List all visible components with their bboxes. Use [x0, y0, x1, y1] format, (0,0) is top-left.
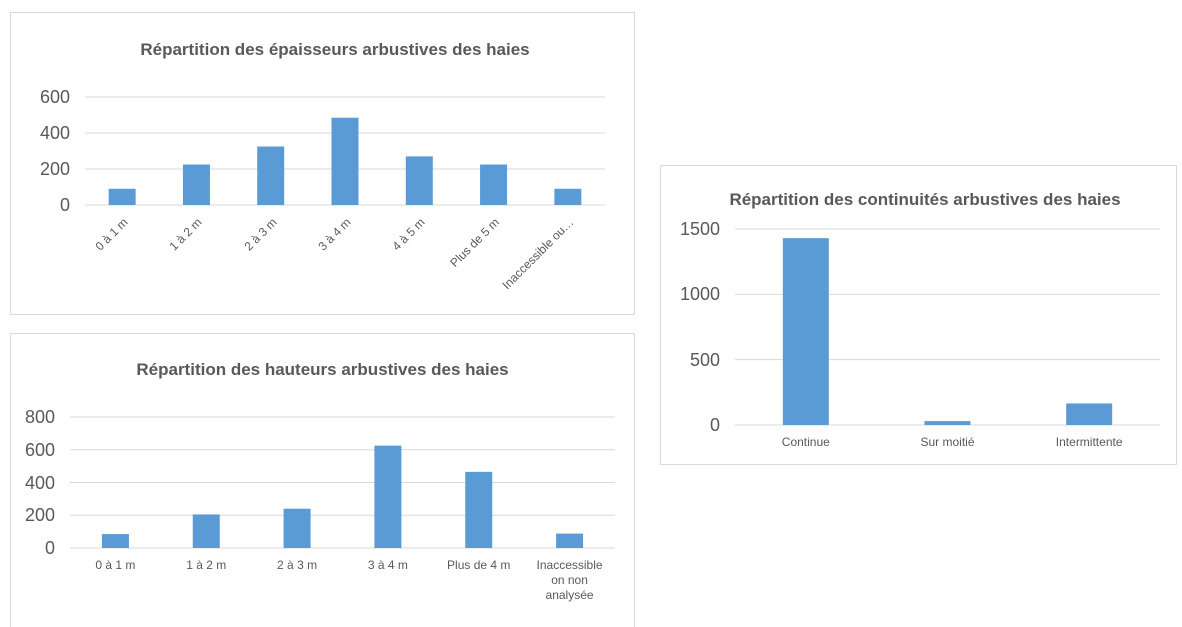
y-tick-label: 600: [39, 87, 70, 107]
chart-frame: [10, 333, 635, 627]
chart-title: Répartition des épaisseurs arbustives de…: [140, 40, 530, 59]
bar: [782, 238, 829, 425]
bar: [465, 471, 493, 548]
x-tick-label: 0 à 1 m: [95, 558, 136, 572]
chart-title: Répartition des continuités arbustives d…: [729, 190, 1121, 209]
x-tick-label: Intermittente: [1055, 435, 1123, 449]
x-tick-label: Continue: [781, 435, 830, 449]
bar: [182, 164, 210, 205]
bar: [480, 164, 508, 205]
bar: [257, 146, 285, 205]
bar: [283, 508, 311, 548]
y-tick-label: 500: [689, 349, 720, 370]
y-tick-label: 600: [24, 439, 55, 460]
bar: [101, 534, 129, 548]
x-tick-label: Plus de 4 m: [447, 558, 511, 572]
bar: [331, 117, 359, 205]
y-tick-label: 0: [44, 538, 55, 558]
x-tick-label: Sur moitié: [920, 435, 975, 449]
x-tick-label: 1 à 2 m: [186, 558, 227, 572]
y-tick-label: 400: [39, 123, 70, 143]
y-tick-label: 800: [24, 407, 55, 427]
y-tick-label: 0: [59, 195, 70, 215]
bar: [554, 188, 582, 205]
bar: [192, 514, 220, 548]
y-tick-label: 200: [24, 505, 55, 526]
x-tick-label: 3 à 4 m: [367, 558, 408, 572]
x-tick-label: 2 à 3 m: [277, 558, 318, 572]
x-tick-label: Inaccessible on non analysée: [536, 558, 603, 602]
bar: [1066, 403, 1113, 425]
y-tick-label: 200: [39, 159, 70, 179]
bar: [108, 188, 136, 205]
bar: [924, 421, 971, 425]
chart-frame: [10, 12, 635, 315]
y-tick-label: 0: [709, 415, 720, 435]
chart-title: Répartition des hauteurs arbustives des …: [136, 360, 509, 379]
y-tick-label: 400: [24, 472, 55, 493]
bar: [374, 445, 402, 548]
y-tick-label: 1000: [679, 284, 720, 305]
chart-frame: [660, 165, 1177, 465]
bar: [556, 533, 584, 548]
bar: [405, 156, 433, 205]
y-tick-label: 1500: [679, 219, 720, 239]
